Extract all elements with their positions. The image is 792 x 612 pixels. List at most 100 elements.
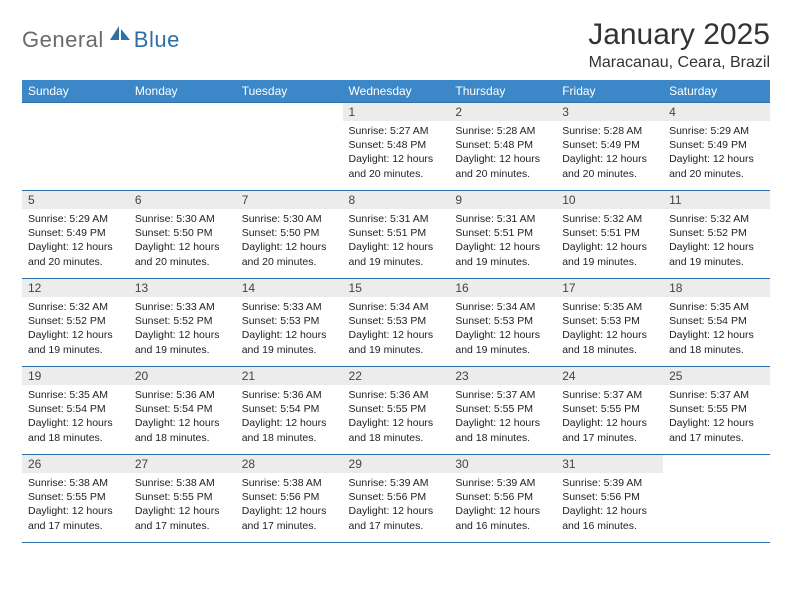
- day-detail: Sunrise: 5:31 AMSunset: 5:51 PMDaylight:…: [343, 209, 450, 273]
- day-detail: Sunrise: 5:27 AMSunset: 5:48 PMDaylight:…: [343, 121, 450, 185]
- day-number: 18: [663, 279, 770, 297]
- calendar-day-cell: 14Sunrise: 5:33 AMSunset: 5:53 PMDayligh…: [236, 279, 343, 367]
- day-number: 6: [129, 191, 236, 209]
- day-number: 25: [663, 367, 770, 385]
- calendar-day-cell: ..: [663, 455, 770, 543]
- day-number: 12: [22, 279, 129, 297]
- weekday-header: Saturday: [663, 80, 770, 103]
- day-detail: Sunrise: 5:34 AMSunset: 5:53 PMDaylight:…: [449, 297, 556, 361]
- day-detail: Sunrise: 5:35 AMSunset: 5:53 PMDaylight:…: [556, 297, 663, 361]
- calendar-day-cell: 19Sunrise: 5:35 AMSunset: 5:54 PMDayligh…: [22, 367, 129, 455]
- day-detail: Sunrise: 5:32 AMSunset: 5:51 PMDaylight:…: [556, 209, 663, 273]
- day-detail: Sunrise: 5:28 AMSunset: 5:49 PMDaylight:…: [556, 121, 663, 185]
- weekday-header-row: Sunday Monday Tuesday Wednesday Thursday…: [22, 80, 770, 103]
- location: Maracanau, Ceara, Brazil: [588, 54, 770, 72]
- day-detail: Sunrise: 5:30 AMSunset: 5:50 PMDaylight:…: [129, 209, 236, 273]
- calendar-day-cell: 28Sunrise: 5:38 AMSunset: 5:56 PMDayligh…: [236, 455, 343, 543]
- calendar-day-cell: 2Sunrise: 5:28 AMSunset: 5:48 PMDaylight…: [449, 103, 556, 191]
- calendar-week-row: 5Sunrise: 5:29 AMSunset: 5:49 PMDaylight…: [22, 191, 770, 279]
- calendar-day-cell: 11Sunrise: 5:32 AMSunset: 5:52 PMDayligh…: [663, 191, 770, 279]
- calendar-week-row: 19Sunrise: 5:35 AMSunset: 5:54 PMDayligh…: [22, 367, 770, 455]
- day-number: 26: [22, 455, 129, 473]
- calendar-day-cell: 15Sunrise: 5:34 AMSunset: 5:53 PMDayligh…: [343, 279, 450, 367]
- day-number: 31: [556, 455, 663, 473]
- day-detail: Sunrise: 5:38 AMSunset: 5:56 PMDaylight:…: [236, 473, 343, 537]
- day-detail: Sunrise: 5:30 AMSunset: 5:50 PMDaylight:…: [236, 209, 343, 273]
- day-number: 11: [663, 191, 770, 209]
- day-number: 13: [129, 279, 236, 297]
- day-number: 14: [236, 279, 343, 297]
- weekday-header: Tuesday: [236, 80, 343, 103]
- calendar-table: Sunday Monday Tuesday Wednesday Thursday…: [22, 80, 770, 543]
- calendar-day-cell: 24Sunrise: 5:37 AMSunset: 5:55 PMDayligh…: [556, 367, 663, 455]
- day-detail: Sunrise: 5:39 AMSunset: 5:56 PMDaylight:…: [449, 473, 556, 537]
- calendar-day-cell: 21Sunrise: 5:36 AMSunset: 5:54 PMDayligh…: [236, 367, 343, 455]
- weekday-header: Monday: [129, 80, 236, 103]
- calendar-day-cell: 3Sunrise: 5:28 AMSunset: 5:49 PMDaylight…: [556, 103, 663, 191]
- logo-sail-icon: [108, 24, 132, 47]
- calendar-day-cell: 4Sunrise: 5:29 AMSunset: 5:49 PMDaylight…: [663, 103, 770, 191]
- day-number: 21: [236, 367, 343, 385]
- day-detail: Sunrise: 5:29 AMSunset: 5:49 PMDaylight:…: [663, 121, 770, 185]
- day-number: 24: [556, 367, 663, 385]
- day-detail: Sunrise: 5:35 AMSunset: 5:54 PMDaylight:…: [663, 297, 770, 361]
- calendar-day-cell: 9Sunrise: 5:31 AMSunset: 5:51 PMDaylight…: [449, 191, 556, 279]
- day-number: 4: [663, 103, 770, 121]
- calendar-week-row: 26Sunrise: 5:38 AMSunset: 5:55 PMDayligh…: [22, 455, 770, 543]
- header: General Blue January 2025 Maracanau, Cea…: [22, 18, 770, 72]
- calendar-day-cell: 1Sunrise: 5:27 AMSunset: 5:48 PMDaylight…: [343, 103, 450, 191]
- day-detail: Sunrise: 5:28 AMSunset: 5:48 PMDaylight:…: [449, 121, 556, 185]
- day-number: 5: [22, 191, 129, 209]
- day-number: 28: [236, 455, 343, 473]
- calendar-day-cell: 27Sunrise: 5:38 AMSunset: 5:55 PMDayligh…: [129, 455, 236, 543]
- day-number: 27: [129, 455, 236, 473]
- day-number: 2: [449, 103, 556, 121]
- day-detail: Sunrise: 5:36 AMSunset: 5:54 PMDaylight:…: [236, 385, 343, 449]
- weekday-header: Friday: [556, 80, 663, 103]
- day-detail: Sunrise: 5:38 AMSunset: 5:55 PMDaylight:…: [129, 473, 236, 537]
- day-number: 15: [343, 279, 450, 297]
- day-number: 8: [343, 191, 450, 209]
- calendar-day-cell: 12Sunrise: 5:32 AMSunset: 5:52 PMDayligh…: [22, 279, 129, 367]
- calendar-day-cell: 8Sunrise: 5:31 AMSunset: 5:51 PMDaylight…: [343, 191, 450, 279]
- calendar-day-cell: 31Sunrise: 5:39 AMSunset: 5:56 PMDayligh…: [556, 455, 663, 543]
- day-detail: Sunrise: 5:34 AMSunset: 5:53 PMDaylight:…: [343, 297, 450, 361]
- day-number: 1: [343, 103, 450, 121]
- logo-text-blue: Blue: [134, 27, 180, 53]
- day-detail: Sunrise: 5:37 AMSunset: 5:55 PMDaylight:…: [556, 385, 663, 449]
- calendar-day-cell: 13Sunrise: 5:33 AMSunset: 5:52 PMDayligh…: [129, 279, 236, 367]
- day-detail: Sunrise: 5:29 AMSunset: 5:49 PMDaylight:…: [22, 209, 129, 273]
- calendar-day-cell: 22Sunrise: 5:36 AMSunset: 5:55 PMDayligh…: [343, 367, 450, 455]
- weekday-header: Thursday: [449, 80, 556, 103]
- weekday-header: Wednesday: [343, 80, 450, 103]
- day-detail: Sunrise: 5:35 AMSunset: 5:54 PMDaylight:…: [22, 385, 129, 449]
- day-number: 30: [449, 455, 556, 473]
- calendar-day-cell: 6Sunrise: 5:30 AMSunset: 5:50 PMDaylight…: [129, 191, 236, 279]
- day-detail: Sunrise: 5:37 AMSunset: 5:55 PMDaylight:…: [663, 385, 770, 449]
- calendar-day-cell: ..: [22, 103, 129, 191]
- logo: General Blue: [22, 18, 180, 55]
- calendar-day-cell: ..: [236, 103, 343, 191]
- calendar-day-cell: ..: [129, 103, 236, 191]
- calendar-day-cell: 5Sunrise: 5:29 AMSunset: 5:49 PMDaylight…: [22, 191, 129, 279]
- day-detail: Sunrise: 5:36 AMSunset: 5:54 PMDaylight:…: [129, 385, 236, 449]
- weekday-header: Sunday: [22, 80, 129, 103]
- calendar-day-cell: 7Sunrise: 5:30 AMSunset: 5:50 PMDaylight…: [236, 191, 343, 279]
- calendar-day-cell: 16Sunrise: 5:34 AMSunset: 5:53 PMDayligh…: [449, 279, 556, 367]
- calendar-day-cell: 26Sunrise: 5:38 AMSunset: 5:55 PMDayligh…: [22, 455, 129, 543]
- calendar-day-cell: 18Sunrise: 5:35 AMSunset: 5:54 PMDayligh…: [663, 279, 770, 367]
- day-number: 17: [556, 279, 663, 297]
- day-number: 29: [343, 455, 450, 473]
- day-number: 23: [449, 367, 556, 385]
- day-detail: Sunrise: 5:39 AMSunset: 5:56 PMDaylight:…: [556, 473, 663, 537]
- day-detail: Sunrise: 5:32 AMSunset: 5:52 PMDaylight:…: [663, 209, 770, 273]
- day-number: 7: [236, 191, 343, 209]
- day-detail: Sunrise: 5:39 AMSunset: 5:56 PMDaylight:…: [343, 473, 450, 537]
- day-number: 3: [556, 103, 663, 121]
- calendar-day-cell: 25Sunrise: 5:37 AMSunset: 5:55 PMDayligh…: [663, 367, 770, 455]
- calendar-day-cell: 23Sunrise: 5:37 AMSunset: 5:55 PMDayligh…: [449, 367, 556, 455]
- page-title: January 2025: [588, 18, 770, 52]
- day-detail: Sunrise: 5:36 AMSunset: 5:55 PMDaylight:…: [343, 385, 450, 449]
- calendar-week-row: ......1Sunrise: 5:27 AMSunset: 5:48 PMDa…: [22, 103, 770, 191]
- day-number: 22: [343, 367, 450, 385]
